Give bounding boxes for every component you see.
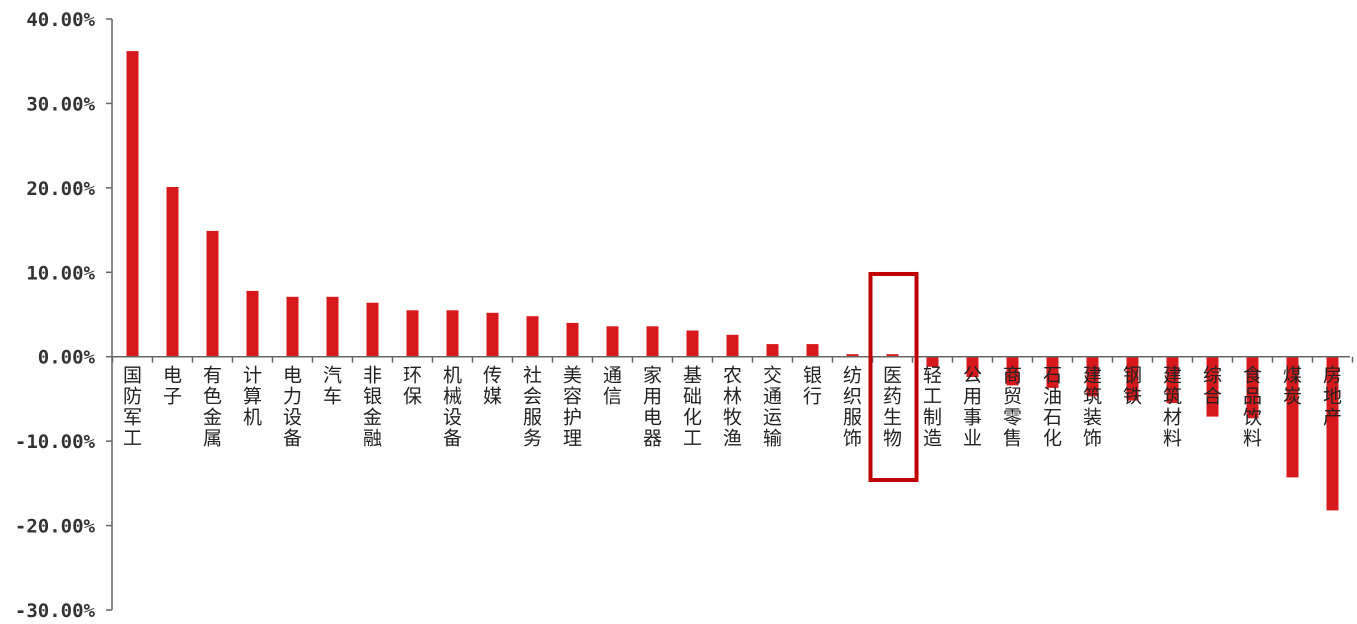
category-label: 有色金属 <box>203 365 222 450</box>
category-label: 通信 <box>603 365 622 408</box>
category-label: 建筑材料 <box>1163 365 1182 450</box>
category-label: 煤炭 <box>1283 365 1302 408</box>
bar <box>1206 356 1219 417</box>
y-tick-label: 40.00% <box>26 9 95 31</box>
category-label: 商贸零售 <box>1003 365 1022 450</box>
category-label: 医药生物 <box>883 365 902 450</box>
category-label: 纺织服饰 <box>843 365 862 450</box>
bar <box>726 334 739 357</box>
category-label: 美容护理 <box>563 365 582 450</box>
y-tick-label: 0.00% <box>38 347 96 369</box>
bar <box>1326 356 1339 511</box>
category-label: 计算机 <box>243 365 262 429</box>
highlight-box <box>868 271 919 482</box>
bar <box>846 354 859 357</box>
category-label: 房地产 <box>1323 365 1342 429</box>
bar <box>166 187 179 357</box>
category-label: 环保 <box>403 365 422 408</box>
category-label: 银行 <box>803 365 822 408</box>
y-tick-label: -30.00% <box>15 600 96 622</box>
bar <box>1286 356 1299 478</box>
category-label: 交通运输 <box>763 365 782 450</box>
y-tick-label: 30.00% <box>26 93 95 115</box>
category-label: 传媒 <box>483 365 502 408</box>
highlight-rectangle <box>868 271 919 482</box>
category-label: 电子 <box>163 365 182 408</box>
category-label: 汽车 <box>323 365 342 408</box>
bar <box>126 51 139 357</box>
category-label: 农林牧渔 <box>723 365 742 450</box>
category-label: 轻工制造 <box>923 365 942 450</box>
bar <box>486 312 499 357</box>
bar <box>606 326 619 357</box>
category-label: 社会服务 <box>523 365 542 450</box>
bar <box>766 344 779 357</box>
bar <box>806 344 819 357</box>
category-label: 钢铁 <box>1123 365 1142 408</box>
bar <box>966 356 979 377</box>
bar <box>1126 356 1139 401</box>
y-tick-label: 10.00% <box>26 262 95 284</box>
bar <box>326 296 339 357</box>
bar <box>1246 356 1259 419</box>
category-label: 建筑装饰 <box>1083 365 1102 450</box>
x-axis <box>111 355 1354 363</box>
y-tick-label: 20.00% <box>26 178 95 200</box>
bar <box>1006 356 1019 386</box>
category-label: 公用事业 <box>963 365 982 450</box>
bar <box>286 296 299 357</box>
bar <box>406 310 419 357</box>
bars <box>126 51 1339 511</box>
category-label: 非银金融 <box>363 365 382 450</box>
bar <box>1166 356 1179 404</box>
bar <box>1046 356 1059 388</box>
category-label: 机械设备 <box>443 365 462 450</box>
category-label: 家用电器 <box>643 365 662 450</box>
y-axis: 40.00% 30.00% 20.00% 10.00% 0.00% -10.00% -20.… <box>15 9 113 622</box>
y-tick-label: -10.00% <box>15 431 96 453</box>
y-tick-label: -20.00% <box>15 516 96 538</box>
bar <box>366 302 379 357</box>
bar <box>246 290 259 357</box>
bar <box>526 316 539 357</box>
bar <box>646 326 659 357</box>
category-label: 食品饮料 <box>1243 365 1262 450</box>
bar <box>886 354 899 357</box>
bar <box>206 230 219 357</box>
bar <box>926 356 939 367</box>
category-labels: 国防军工 电子 有色金属 计算机 电力设备 汽车 非银金融 环保 机械设备 传媒 社会服务 美容护理 通… <box>123 365 1342 450</box>
bar <box>566 322 579 357</box>
bar <box>686 330 699 357</box>
bar <box>1086 356 1099 397</box>
category-label: 国防军工 <box>123 365 142 450</box>
category-label: 石油石化 <box>1043 365 1062 450</box>
bar <box>446 310 459 357</box>
category-label: 综合 <box>1203 365 1222 408</box>
category-label: 基础化工 <box>683 365 702 450</box>
category-label: 电力设备 <box>283 365 302 450</box>
